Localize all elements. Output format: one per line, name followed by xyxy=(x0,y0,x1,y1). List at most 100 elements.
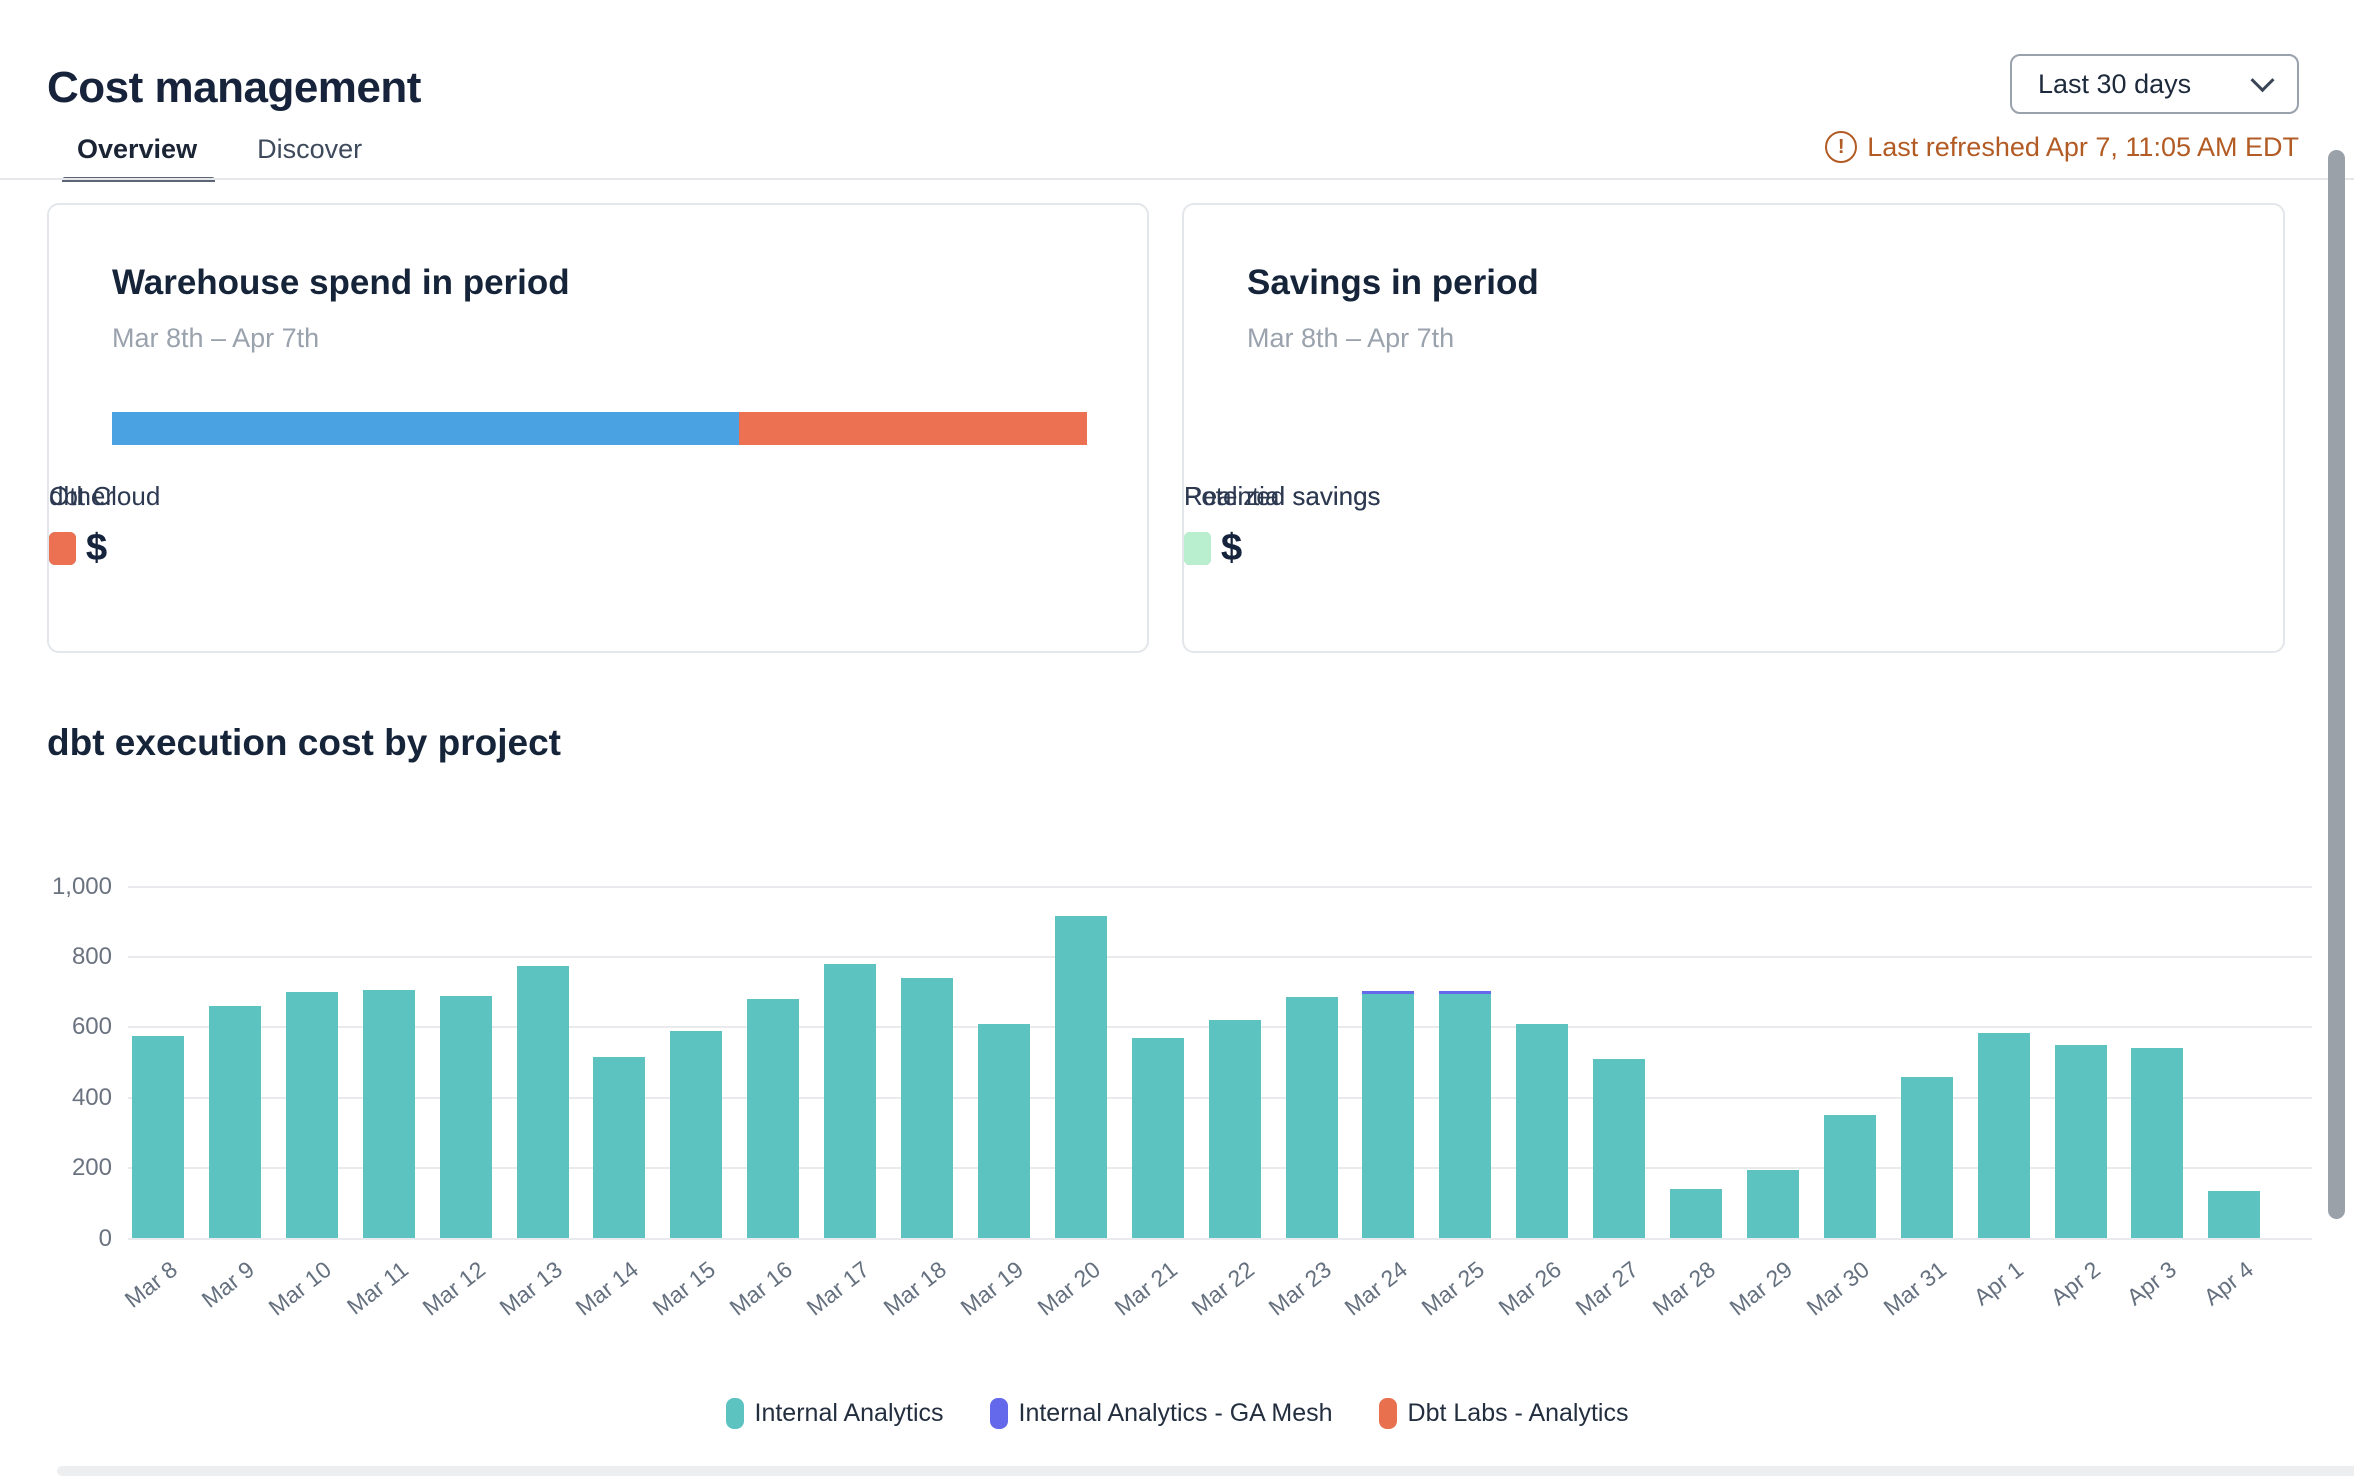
page-title: Cost management xyxy=(47,63,421,113)
bar-apr-4 xyxy=(2208,1190,2261,1239)
x-axis-label: Mar 31 xyxy=(1878,1256,1951,1321)
date-range-value: Last 30 days xyxy=(2038,68,2192,99)
bar-mar-8 xyxy=(132,1036,184,1239)
x-axis-label: Mar 8 xyxy=(119,1256,183,1313)
bar-mar-27 xyxy=(1593,1058,1646,1239)
currency-symbol: $ xyxy=(86,526,108,569)
bar-mar-10 xyxy=(285,992,338,1239)
y-axis-tick: 200 xyxy=(71,1154,112,1182)
bar-mar-9 xyxy=(208,1006,261,1239)
warehouse-spend-card: Warehouse spend in period Mar 8th – Apr … xyxy=(47,203,1149,653)
card-title: Warehouse spend in period xyxy=(112,263,570,302)
horizontal-scrollbar-track[interactable] xyxy=(57,1466,2354,1476)
card-date-range: Mar 8th – Apr 7th xyxy=(1247,323,1455,353)
card-date-range: Mar 8th – Apr 7th xyxy=(112,323,320,353)
x-axis-label: Mar 18 xyxy=(878,1256,952,1321)
bar-apr-2 xyxy=(2054,1044,2107,1239)
spend-segment-other xyxy=(738,412,1087,445)
legend-item-dbt-labs-analytics[interactable]: Dbt Labs - Analytics xyxy=(1378,1398,1629,1429)
x-axis-label: Apr 4 xyxy=(2198,1256,2259,1311)
x-axis-label: Mar 27 xyxy=(1570,1256,1644,1321)
x-axis-label: Mar 9 xyxy=(196,1256,259,1313)
y-axis-tick: 600 xyxy=(71,1013,112,1041)
x-axis-label: Mar 12 xyxy=(417,1256,490,1321)
y-axis-tick: 1,000 xyxy=(51,872,112,900)
bar-mar-17 xyxy=(824,963,877,1239)
bar-mar-26 xyxy=(1516,1023,1569,1239)
bar-mar-30 xyxy=(1823,1115,1876,1239)
bar-mar-15 xyxy=(670,1030,723,1239)
metric-potential-savings: Potential savings $ xyxy=(1184,481,1381,570)
x-axis-label: Mar 19 xyxy=(955,1256,1028,1321)
bar-mar-29 xyxy=(1746,1169,1799,1239)
x-axis-label: Mar 17 xyxy=(801,1256,875,1321)
bar-mar-14 xyxy=(593,1057,646,1239)
x-axis-label: Mar 15 xyxy=(647,1256,721,1321)
savings-card: Savings in period Mar 8th – Apr 7th Real… xyxy=(1182,203,2285,653)
x-axis-label: Mar 29 xyxy=(1724,1256,1797,1321)
metric-label: Potential savings xyxy=(1184,481,1381,511)
gridline xyxy=(128,955,2312,958)
tab-discover[interactable]: Discover xyxy=(257,134,363,164)
y-axis-tick: 800 xyxy=(71,942,112,970)
bar-apr-1 xyxy=(1977,1032,2030,1239)
chart-title: dbt execution cost by project xyxy=(47,722,561,763)
bar-mar-13 xyxy=(516,965,569,1239)
vertical-scrollbar-thumb[interactable] xyxy=(2328,150,2345,1219)
bar-ga-mesh-mar-25 xyxy=(1439,991,1492,994)
legend-item-internal-analytics[interactable]: Internal Analytics xyxy=(725,1398,944,1429)
metric-label: Other xyxy=(49,481,115,511)
x-axis-label: Apr 2 xyxy=(2045,1256,2105,1311)
date-range-select[interactable]: Last 30 days xyxy=(2010,54,2299,114)
legend-swatch xyxy=(1378,1398,1397,1429)
legend-swatch xyxy=(989,1398,1008,1429)
last-refreshed-text: Last refreshed Apr 7, 11:05 AM EDT xyxy=(1867,131,2299,162)
legend-label: Internal Analytics xyxy=(754,1399,944,1427)
chart-legend: Internal Analytics Internal Analytics - G… xyxy=(0,1398,2354,1429)
bar-mar-12 xyxy=(439,995,492,1239)
currency-symbol: $ xyxy=(1221,526,1243,569)
y-axis-tick: 400 xyxy=(71,1083,112,1111)
x-axis-label: Mar 22 xyxy=(1186,1256,1259,1321)
x-axis-label: Mar 30 xyxy=(1801,1256,1874,1321)
bar-mar-23 xyxy=(1285,997,1338,1239)
x-axis-label: Mar 14 xyxy=(570,1256,644,1321)
gridline xyxy=(128,1237,2312,1240)
tab-overview[interactable]: Overview xyxy=(61,134,216,182)
metric-other: Other $ xyxy=(49,481,114,570)
legend-label: Internal Analytics - GA Mesh xyxy=(1018,1399,1333,1427)
x-axis-label: Apr 1 xyxy=(1968,1256,2028,1311)
bar-mar-16 xyxy=(747,999,800,1239)
bar-mar-18 xyxy=(901,978,953,1239)
spend-segment-dbt-cloud xyxy=(112,412,739,445)
bar-mar-31 xyxy=(1900,1076,1953,1239)
tabs-divider xyxy=(0,178,2354,180)
legend-swatch xyxy=(725,1398,744,1429)
x-axis-label: Mar 21 xyxy=(1109,1256,1182,1321)
card-title: Savings in period xyxy=(1247,263,1539,302)
bar-mar-11 xyxy=(362,990,415,1239)
x-axis-label: Mar 23 xyxy=(1263,1256,1336,1321)
color-swatch xyxy=(1184,531,1211,565)
x-axis-label: Mar 28 xyxy=(1647,1256,1721,1321)
y-axis-tick: 0 xyxy=(98,1224,112,1252)
bar-mar-20 xyxy=(1054,916,1107,1239)
x-axis-label: Apr 3 xyxy=(2122,1256,2182,1311)
x-axis-label: Mar 24 xyxy=(1339,1256,1413,1321)
warning-icon: ! xyxy=(1825,131,1858,163)
currency-symbol: $ xyxy=(86,526,108,569)
x-axis-label: Mar 13 xyxy=(494,1256,567,1321)
currency-symbol: $ xyxy=(1221,526,1243,569)
bar-mar-24 xyxy=(1362,993,1415,1239)
legend-item-internal-analytics-ga-mesh[interactable]: Internal Analytics - GA Mesh xyxy=(989,1398,1333,1429)
x-axis-label: Mar 10 xyxy=(263,1256,336,1321)
metric-label: dbt Cloud xyxy=(49,481,161,511)
bar-mar-25 xyxy=(1439,993,1492,1239)
bar-apr-3 xyxy=(2131,1048,2184,1239)
legend-label: Dbt Labs - Analytics xyxy=(1407,1399,1629,1427)
bar-mar-21 xyxy=(1131,1037,1184,1239)
gridline xyxy=(128,885,2312,888)
bar-mar-22 xyxy=(1208,1020,1261,1239)
spend-stacked-bar xyxy=(112,412,1087,445)
bar-ga-mesh-mar-24 xyxy=(1362,991,1415,994)
